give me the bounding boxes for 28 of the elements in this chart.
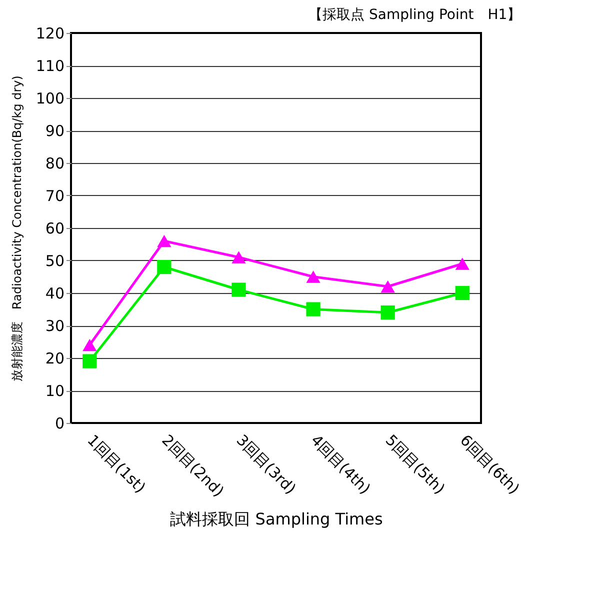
y-tick-label: 60 — [45, 220, 64, 238]
y-tick-label: 100 — [36, 90, 64, 108]
point — [455, 258, 470, 270]
y-tick-label: 30 — [45, 317, 64, 335]
y-tick-label: 10 — [45, 382, 64, 400]
y-tick-label: 20 — [45, 350, 64, 368]
point — [232, 282, 246, 297]
point — [380, 305, 395, 320]
point — [380, 280, 395, 293]
y-tick-label: 50 — [45, 252, 64, 270]
y-tick-label: 90 — [45, 122, 64, 140]
y-tick-label: 110 — [36, 57, 64, 75]
chart-title: 【採取点 Sampling Point H1】 — [308, 7, 522, 23]
point — [157, 234, 172, 248]
y-axis-title: 放射能濃度 Radioactivity Concentration(Bq/kg dry) — [10, 76, 24, 382]
x-axis-title: 試料採取回 Sampling Times — [170, 510, 383, 529]
y-tick-label: 0 — [54, 414, 64, 432]
point — [455, 286, 470, 300]
point — [306, 302, 320, 316]
y-tick-label: 40 — [45, 284, 64, 302]
y-tick-label: 70 — [45, 187, 64, 205]
point — [82, 338, 97, 352]
y-tick-label: 80 — [45, 154, 64, 172]
point — [306, 270, 320, 283]
y-tick-label: 120 — [36, 24, 64, 42]
point — [232, 251, 246, 264]
point — [157, 260, 172, 274]
point — [82, 354, 97, 368]
